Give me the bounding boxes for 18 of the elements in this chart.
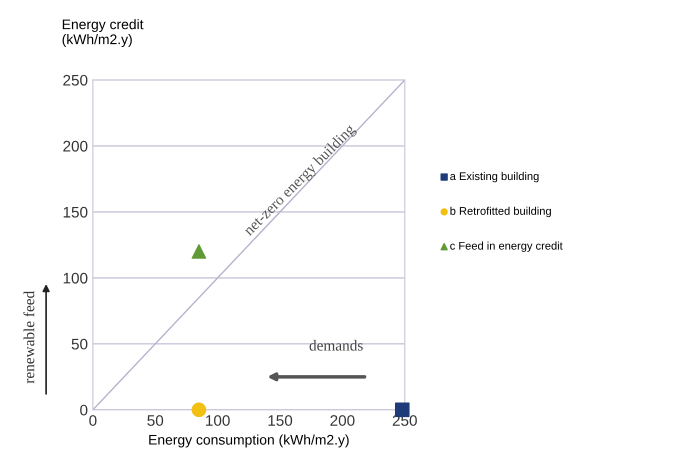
x-tick-label: 200 xyxy=(330,415,355,426)
x-tick-label: 50 xyxy=(147,415,164,426)
legend-label: c Feed in energy credit xyxy=(450,242,563,252)
x-tick-label: 100 xyxy=(206,415,230,426)
legend-label: b Retrofitted building xyxy=(450,206,551,218)
x-tick-label: 0 xyxy=(89,415,97,426)
y-tick-label: 100 xyxy=(64,272,88,284)
y-tick-label: 0 xyxy=(80,404,88,416)
x-axis-title: Energy consumption (kWh/m2.y) xyxy=(149,434,349,448)
y-tick-label: 50 xyxy=(72,338,88,350)
y-tick-label: 200 xyxy=(63,140,88,152)
y-tick-label: 150 xyxy=(64,206,88,218)
y-axis-title: Energy credit (kWh/m2.y) xyxy=(62,19,144,47)
legend-label: a Existing building xyxy=(450,172,539,182)
y-tick-label: 250 xyxy=(63,74,88,86)
text: renewable feed xyxy=(23,291,34,384)
x-tick-label: 150 xyxy=(268,415,292,426)
annotation: demands xyxy=(310,340,363,351)
